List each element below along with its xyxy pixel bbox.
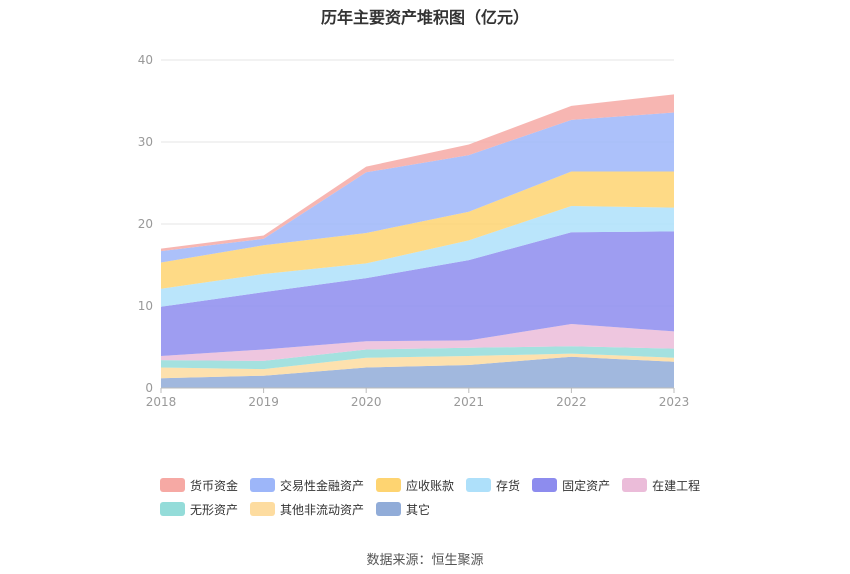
- area-series-2[interactable]: [161, 346, 674, 370]
- area-series-6[interactable]: [161, 171, 674, 289]
- legend-swatch: [376, 478, 402, 492]
- x-tick-label: 2023: [659, 395, 690, 409]
- x-tick-label: 2019: [248, 395, 279, 409]
- legend-swatch: [376, 502, 402, 516]
- legend-item[interactable]: 其他非流动资产: [250, 501, 364, 518]
- legend-label: 应收账款: [406, 478, 455, 493]
- legend-swatch: [250, 502, 276, 516]
- area-series-8[interactable]: [161, 94, 674, 252]
- chart-title: 历年主要资产堆积图（亿元）: [320, 8, 529, 27]
- area-series-3[interactable]: [161, 324, 674, 361]
- stacked-area-chart: 0 10 20 30 40 2018 2019 2020 2021 2022 2023: [138, 53, 690, 409]
- legend-label: 存货: [496, 478, 521, 493]
- legend-label: 交易性金融资产: [280, 478, 365, 493]
- legend: 货币资金 交易性金融资产 应收账款 存货 固定资产 在建工程无形资产 其他非流动资产 其它: [160, 473, 720, 521]
- legend-label: 其他非流动资产: [280, 502, 365, 517]
- legend-item[interactable]: 固定资产: [532, 477, 610, 494]
- area-series-0[interactable]: [161, 356, 674, 388]
- y-tick-label: 40: [138, 53, 153, 67]
- y-tick-label: 30: [138, 135, 153, 149]
- area-series-7[interactable]: [161, 112, 674, 263]
- legend-label: 在建工程: [652, 478, 701, 493]
- area-series-layer: [161, 94, 674, 388]
- legend-item[interactable]: 无形资产: [160, 501, 238, 518]
- legend-label: 货币资金: [190, 478, 239, 493]
- legend-row: 无形资产 其他非流动资产 其它: [160, 497, 720, 521]
- area-series-4[interactable]: [161, 231, 674, 356]
- x-tick-label: 2018: [146, 395, 177, 409]
- legend-swatch: [622, 478, 648, 492]
- legend-item[interactable]: 存货: [466, 477, 520, 494]
- legend-swatch: [160, 502, 185, 516]
- y-tick-label: 10: [138, 299, 153, 313]
- legend-swatch: [250, 478, 276, 492]
- legend-row: 货币资金 交易性金融资产 应收账款 存货 固定资产 在建工程: [160, 473, 720, 497]
- legend-swatch: [160, 478, 185, 492]
- y-tick-label: 0: [145, 381, 153, 395]
- x-tick-label: 2021: [454, 395, 485, 409]
- legend-item[interactable]: 其它: [376, 501, 430, 518]
- legend-label: 固定资产: [562, 478, 611, 493]
- legend-label: 无形资产: [190, 502, 239, 517]
- legend-swatch: [532, 478, 558, 492]
- legend-item[interactable]: 应收账款: [376, 477, 454, 494]
- legend-swatch: [466, 478, 492, 492]
- legend-item[interactable]: 交易性金融资产: [250, 477, 364, 494]
- legend-item[interactable]: 在建工程: [622, 477, 700, 494]
- area-series-1[interactable]: [161, 353, 674, 379]
- x-tick-label: 2020: [351, 395, 382, 409]
- legend-item[interactable]: 货币资金: [160, 477, 238, 494]
- y-tick-label: 20: [138, 217, 153, 231]
- axes: 0 10 20 30 40 2018 2019 2020 2021 2022 2023: [138, 53, 690, 409]
- legend-label: 其它: [406, 502, 431, 517]
- area-series-5[interactable]: [161, 206, 674, 307]
- x-tick-label: 2022: [556, 395, 587, 409]
- data-source-note: 数据来源：恒生聚源: [366, 553, 484, 568]
